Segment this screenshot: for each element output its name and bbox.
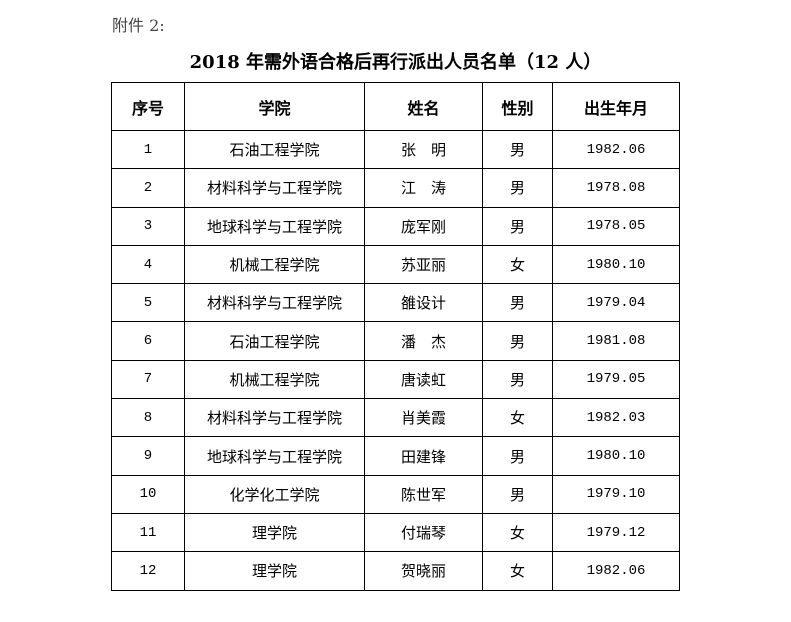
cell-index: 9: [111, 436, 185, 476]
cell-index: 11: [111, 512, 185, 553]
cell-gender: 男: [482, 436, 553, 476]
cell-name: 潘 杰: [364, 321, 483, 361]
cell-birth: 1978.05: [552, 206, 680, 246]
header-college: 学院: [184, 82, 365, 131]
cell-college: 地球科学与工程学院: [184, 206, 365, 246]
cell-name: 张 明: [364, 129, 483, 170]
table-row: 11 理学院 付瑞琴女 1979.12: [111, 512, 680, 553]
table-row: 7 机械工程学院 唐读虹男 1979.05: [111, 359, 680, 400]
cell-name: 肖美霞: [364, 398, 483, 438]
cell-college: 材料科学与工程学院: [184, 398, 365, 438]
table-row: 1 石油工程学院张 明男 1982.06: [111, 129, 680, 170]
cell-gender: 男: [482, 129, 553, 170]
cell-index: 5: [111, 283, 185, 323]
cell-birth: 1979.04: [552, 283, 680, 323]
cell-gender: 男: [482, 321, 553, 361]
cell-college: 理学院: [184, 512, 365, 553]
cell-gender: 女: [482, 244, 553, 285]
cell-index: 1: [111, 129, 185, 170]
table-row: 12 理学院 贺晓丽女 1982.06: [111, 551, 680, 591]
table-row: 3 地球科学与工程学院 庞军刚男 1978.05: [111, 206, 680, 246]
cell-name: 陈世军: [364, 474, 483, 514]
cell-birth: 1979.05: [552, 359, 680, 400]
cell-name: 苏亚丽: [364, 244, 483, 285]
cell-name: 田建锋: [364, 436, 483, 476]
cell-gender: 男: [482, 168, 553, 208]
cell-college: 理学院: [184, 551, 365, 591]
cell-college: 地球科学与工程学院: [184, 436, 365, 476]
header-name: 姓名: [364, 82, 483, 131]
cell-gender: 女: [482, 398, 553, 438]
cell-birth: 1980.10: [552, 436, 680, 476]
table-row: 4 机械工程学院 苏亚丽女 1980.10: [111, 244, 680, 285]
cell-index: 2: [111, 168, 185, 208]
cell-birth: 1982.03: [552, 398, 680, 438]
cell-college: 石油工程学院: [184, 321, 365, 361]
cell-college: 石油工程学院: [184, 129, 365, 170]
cell-birth: 1982.06: [552, 129, 680, 170]
table-row: 10 化学化工学院 陈世军男 1979.10: [111, 474, 680, 514]
personnel-table: 序号 学院 姓名 性别 出生年月 1 石油工程学院张 明男 1982.06 2 材料科学…: [111, 82, 680, 591]
header-gender: 性别: [482, 82, 553, 131]
cell-name: 贺晓丽: [364, 551, 483, 591]
cell-birth: 1981.08: [552, 321, 680, 361]
cell-gender: 女: [482, 512, 553, 553]
cell-name: 雒设计: [364, 283, 483, 323]
cell-college: 材料科学与工程学院: [184, 168, 365, 208]
cell-name: 唐读虹: [364, 359, 483, 400]
cell-birth: 1979.12: [552, 512, 680, 553]
cell-gender: 女: [482, 551, 553, 591]
cell-college: 机械工程学院: [184, 244, 365, 285]
cell-birth: 1979.10: [552, 474, 680, 514]
cell-gender: 男: [482, 206, 553, 246]
table-row: 6 石油工程学院潘 杰男 1981.08: [111, 321, 680, 361]
cell-birth: 1978.08: [552, 168, 680, 208]
cell-gender: 男: [482, 474, 553, 514]
table-row: 2 材料科学与工程学院江 涛男 1978.08: [111, 168, 680, 208]
table-row: 5 材料科学与工程学院 雒设计男 1979.04: [111, 283, 680, 323]
header-birth: 出生年月: [552, 82, 680, 131]
cell-name: 庞军刚: [364, 206, 483, 246]
cell-college: 机械工程学院: [184, 359, 365, 400]
cell-index: 3: [111, 206, 185, 246]
cell-index: 8: [111, 398, 185, 438]
header-index: 序号: [111, 82, 185, 131]
table-header-row: 序号 学院 姓名 性别 出生年月: [111, 82, 680, 131]
document-title: 2018 年需外语合格后再行派出人员名单（12 人）: [189, 52, 602, 73]
table-row: 8 材料科学与工程学院 肖美霞女 1982.03: [111, 398, 680, 438]
cell-gender: 男: [482, 283, 553, 323]
cell-gender: 男: [482, 359, 553, 400]
cell-birth: 1980.10: [552, 244, 680, 285]
attachment-label: 附件 2:: [112, 16, 165, 35]
cell-college: 材料科学与工程学院: [184, 283, 365, 323]
cell-index: 6: [111, 321, 185, 361]
cell-name: 江 涛: [364, 168, 483, 208]
cell-index: 7: [111, 359, 185, 400]
cell-college: 化学化工学院: [184, 474, 365, 514]
cell-index: 12: [111, 551, 185, 591]
table-row: 9 地球科学与工程学院 田建锋男 1980.10: [111, 436, 680, 476]
cell-index: 4: [111, 244, 185, 285]
cell-index: 10: [111, 474, 185, 514]
cell-name: 付瑞琴: [364, 512, 483, 553]
cell-birth: 1982.06: [552, 551, 680, 591]
